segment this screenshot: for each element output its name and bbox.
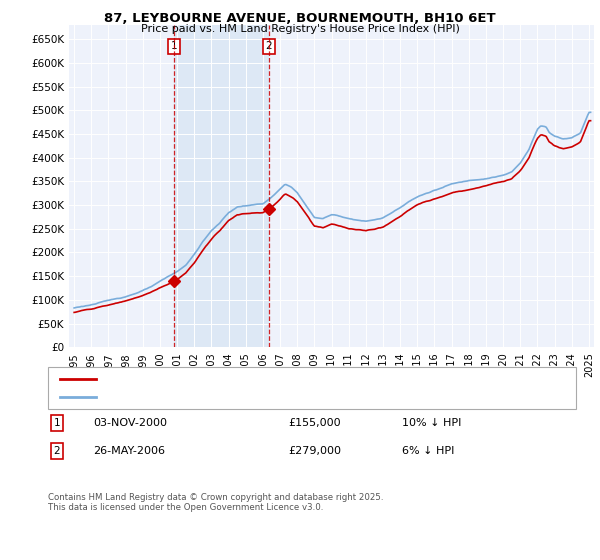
Text: 1: 1 (53, 418, 61, 428)
Text: 87, LEYBOURNE AVENUE, BOURNEMOUTH, BH10 6ET (detached house): 87, LEYBOURNE AVENUE, BOURNEMOUTH, BH10 … (105, 375, 453, 384)
Text: Contains HM Land Registry data © Crown copyright and database right 2025.
This d: Contains HM Land Registry data © Crown c… (48, 493, 383, 512)
Text: 87, LEYBOURNE AVENUE, BOURNEMOUTH, BH10 6ET: 87, LEYBOURNE AVENUE, BOURNEMOUTH, BH10 … (104, 12, 496, 25)
Text: 10% ↓ HPI: 10% ↓ HPI (402, 418, 461, 428)
Text: 1: 1 (171, 41, 178, 52)
Text: 03-NOV-2000: 03-NOV-2000 (93, 418, 167, 428)
Bar (174, 25, 269, 347)
Text: 6% ↓ HPI: 6% ↓ HPI (402, 446, 454, 456)
Text: £155,000: £155,000 (288, 418, 341, 428)
Text: 26-MAY-2006: 26-MAY-2006 (93, 446, 165, 456)
Text: 2: 2 (265, 41, 272, 52)
Text: £279,000: £279,000 (288, 446, 341, 456)
Text: Price paid vs. HM Land Registry's House Price Index (HPI): Price paid vs. HM Land Registry's House … (140, 24, 460, 34)
Text: 2: 2 (53, 446, 61, 456)
Text: HPI: Average price, detached house, Bournemouth Christchurch and Poole: HPI: Average price, detached house, Bour… (105, 392, 469, 402)
